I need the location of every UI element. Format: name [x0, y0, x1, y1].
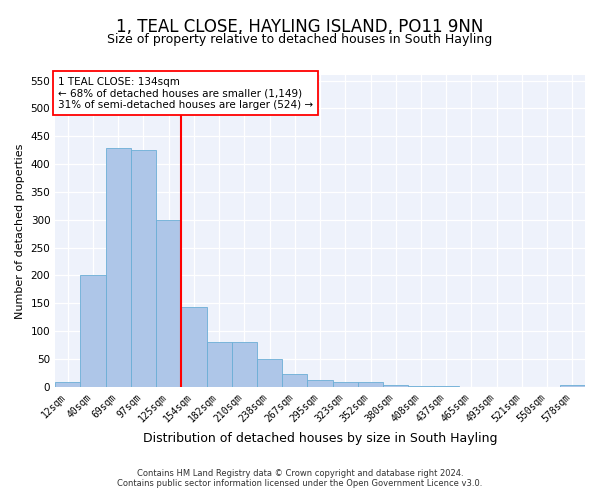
- Bar: [206, 342, 232, 387]
- Y-axis label: Number of detached properties: Number of detached properties: [15, 143, 25, 318]
- Text: Contains HM Land Registry data © Crown copyright and database right 2024.: Contains HM Land Registry data © Crown c…: [137, 468, 463, 477]
- Bar: [55, 382, 80, 387]
- Bar: [358, 382, 383, 387]
- Bar: [307, 380, 332, 387]
- Bar: [383, 385, 409, 387]
- Text: Size of property relative to detached houses in South Hayling: Size of property relative to detached ho…: [107, 32, 493, 46]
- Bar: [156, 220, 181, 387]
- X-axis label: Distribution of detached houses by size in South Hayling: Distribution of detached houses by size …: [143, 432, 497, 445]
- Bar: [106, 148, 131, 387]
- Bar: [434, 386, 459, 387]
- Bar: [332, 382, 358, 387]
- Text: 1 TEAL CLOSE: 134sqm
← 68% of detached houses are smaller (1,149)
31% of semi-de: 1 TEAL CLOSE: 134sqm ← 68% of detached h…: [58, 76, 313, 110]
- Text: 1, TEAL CLOSE, HAYLING ISLAND, PO11 9NN: 1, TEAL CLOSE, HAYLING ISLAND, PO11 9NN: [116, 18, 484, 36]
- Bar: [131, 150, 156, 387]
- Bar: [560, 385, 585, 387]
- Bar: [282, 374, 307, 387]
- Bar: [232, 342, 257, 387]
- Bar: [80, 276, 106, 387]
- Text: Contains public sector information licensed under the Open Government Licence v3: Contains public sector information licen…: [118, 478, 482, 488]
- Bar: [181, 307, 206, 387]
- Bar: [409, 386, 434, 387]
- Bar: [257, 359, 282, 387]
